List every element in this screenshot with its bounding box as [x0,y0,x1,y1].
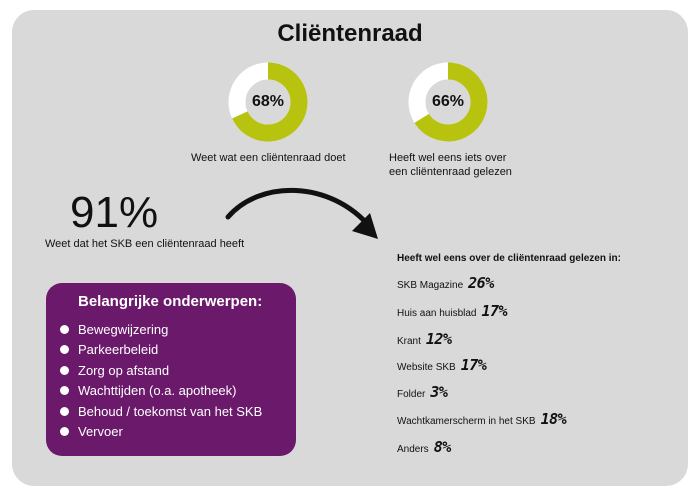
topic-label: Zorg op afstand [78,362,170,378]
source-name: Krant [397,336,421,347]
bullet-icon [60,386,69,396]
source-row: Wachtkamerscherm in het SKB 18% [397,410,567,428]
topic-item: Wachttijden (o.a. apotheek) [60,381,262,402]
topics-title: Belangrijke onderwerpen: [78,293,263,310]
source-pct: 18% [540,410,567,428]
topic-item: Bewegwijzering [60,319,262,340]
donut1-caption: Weet wat een cliëntenraad doet [191,152,346,164]
sources-title: Heeft wel eens over de cliëntenraad gele… [397,253,621,264]
skb-percentage: 91% [70,188,159,237]
topic-item: Vervoer [60,422,262,443]
page-title: Cliëntenraad [277,20,423,47]
topics-panel: Belangrijke onderwerpen: Bewegwijzering … [46,283,296,456]
bullet-icon [60,365,69,375]
source-pct: 17% [481,302,508,320]
topic-label: Parkeerbeleid [78,342,159,358]
donut-arc [408,62,488,142]
topic-item: Zorg op afstand [60,360,262,381]
donut-value: 66% [431,93,465,110]
source-row: Anders 8% [397,438,451,456]
topic-label: Behoud / toekomst van het SKB [78,403,263,419]
bullet-icon [60,324,69,334]
topic-item: Parkeerbeleid [60,340,262,361]
curved-arrow-icon [225,188,378,239]
topic-label: Vervoer [78,424,123,440]
source-pct: 3% [430,383,448,401]
donut-ring [408,62,488,142]
source-name: Wachtkamerscherm in het SKB [397,416,536,427]
topic-label: Wachttijden (o.a. apotheek) [78,383,237,399]
donut-ring [228,62,308,142]
source-pct: 17% [460,356,487,374]
donut2-caption-line1: Heeft wel eens iets over [389,152,507,164]
source-name: Huis aan huisblad [397,308,477,319]
donut-chart-knows-role: 68% [228,62,308,142]
source-name: Anders [397,444,429,455]
source-row: Website SKB 17% [397,356,487,374]
donut-value: 68% [251,93,285,110]
donut2-caption-line2: een cliëntenraad gelezen [389,166,512,178]
source-pct: 12% [425,330,452,348]
topic-label: Bewegwijzering [78,321,169,337]
bullet-icon [60,345,69,355]
source-pct: 26% [468,274,494,292]
donut2-caption: Heeft wel eens iets over een cliëntenraa… [389,151,512,179]
donut-arc [228,62,308,142]
bullet-icon [60,427,69,437]
donut-chart-has-read: 66% [408,62,488,142]
source-name: SKB Magazine [397,280,464,291]
source-name: Folder [397,389,426,400]
source-row: Huis aan huisblad 17% [397,302,508,320]
source-row: Folder 3% [397,383,448,401]
source-pct: 8% [433,438,452,456]
bullet-icon [60,406,69,416]
topic-item: Behoud / toekomst van het SKB [60,401,262,422]
skb-caption: Weet dat het SKB een cliëntenraad heeft [45,238,245,250]
source-row: Krant 12% [397,330,452,348]
source-name: Website SKB [397,362,456,373]
topics-list: Bewegwijzering Parkeerbeleid Zorg op afs… [60,319,262,442]
source-row: SKB Magazine 26% [397,274,494,292]
